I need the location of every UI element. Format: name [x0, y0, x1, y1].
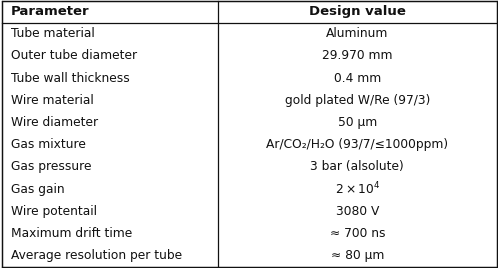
Text: Average resolution per tube: Average resolution per tube: [11, 249, 182, 262]
Text: 3080 V: 3080 V: [336, 205, 379, 218]
Text: Ar/CO₂/H₂O (93/7/≤1000ppm): Ar/CO₂/H₂O (93/7/≤1000ppm): [266, 138, 448, 151]
Text: 50 μm: 50 μm: [338, 116, 377, 129]
Text: ≈ 700 ns: ≈ 700 ns: [330, 227, 385, 240]
Text: Wire diameter: Wire diameter: [11, 116, 98, 129]
Text: $2 \times 10^{4}$: $2 \times 10^{4}$: [335, 181, 380, 197]
Text: gold plated W/Re (97/3): gold plated W/Re (97/3): [285, 94, 430, 107]
Text: Aluminum: Aluminum: [326, 27, 388, 40]
Text: Wire potentail: Wire potentail: [11, 205, 97, 218]
Text: Tube wall thickness: Tube wall thickness: [11, 72, 130, 85]
Text: Tube material: Tube material: [11, 27, 95, 40]
Text: Gas mixture: Gas mixture: [11, 138, 86, 151]
Text: Outer tube diameter: Outer tube diameter: [11, 50, 137, 62]
Text: Wire material: Wire material: [11, 94, 94, 107]
Text: Design value: Design value: [309, 5, 406, 18]
Text: Gas gain: Gas gain: [11, 183, 65, 196]
Text: 29.970 mm: 29.970 mm: [322, 50, 392, 62]
Text: 3 bar (alsolute): 3 bar (alsolute): [310, 160, 404, 173]
Text: ≈ 80 μm: ≈ 80 μm: [331, 249, 384, 262]
Text: Parameter: Parameter: [11, 5, 90, 18]
Text: Gas pressure: Gas pressure: [11, 160, 92, 173]
Text: 0.4 mm: 0.4 mm: [334, 72, 381, 85]
Text: Maximum drift time: Maximum drift time: [11, 227, 132, 240]
